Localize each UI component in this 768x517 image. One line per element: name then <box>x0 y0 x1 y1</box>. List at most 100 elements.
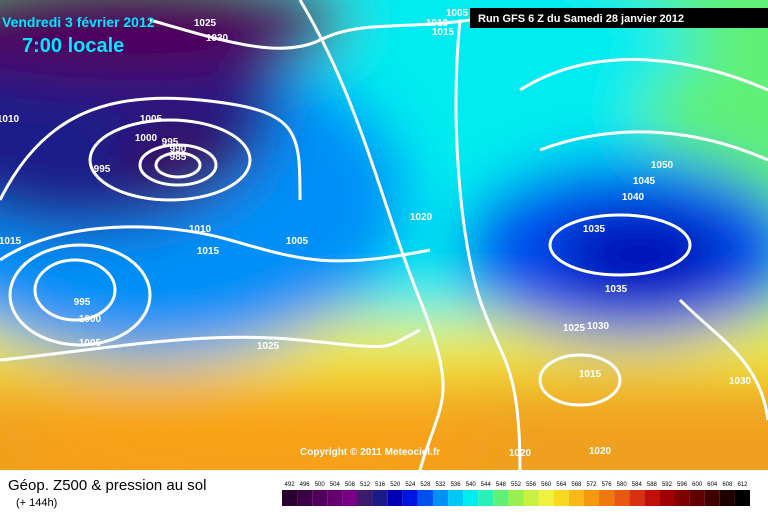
colorbar-swatch <box>463 490 479 506</box>
isobar-label: 1025 <box>563 323 586 334</box>
colorbar-swatch <box>417 490 433 506</box>
colorbar-label: 536 <box>451 482 462 488</box>
isobar-label: 1035 <box>583 224 606 235</box>
isobars <box>0 0 768 470</box>
colorbar-label: 608 <box>722 482 733 488</box>
colorbar-label: 572 <box>586 482 597 488</box>
colorbar-swatch <box>387 490 403 506</box>
isobar-label: 1020 <box>509 448 532 459</box>
colorbar-swatch <box>342 490 358 506</box>
colorbar-swatch <box>719 490 735 506</box>
colorbar-label: 512 <box>360 482 371 488</box>
colorbar-swatch <box>659 490 675 506</box>
colorbar-swatch <box>508 490 524 506</box>
colorbar-swatch <box>357 490 373 506</box>
colorbar-swatch <box>493 490 509 506</box>
isobar-label: 1015 <box>432 27 455 38</box>
colorbar-label: 568 <box>571 482 582 488</box>
colorbar-label: 576 <box>602 482 613 488</box>
colorbar-swatch <box>614 490 630 506</box>
colorbar-label: 528 <box>420 482 431 488</box>
isobar-label: 1010 <box>0 114 20 125</box>
colorbar-swatch <box>734 490 750 506</box>
isobar-label: 1020 <box>410 212 433 223</box>
colorbar-label: 612 <box>737 482 748 488</box>
colorbar-label: 552 <box>511 482 522 488</box>
isobar-label: 1030 <box>206 33 229 44</box>
isobar-label: 1010 <box>189 224 212 235</box>
isobar-label: 1005 <box>79 338 102 349</box>
isobar-label: 1020 <box>589 446 612 457</box>
isobar-label: 985 <box>170 152 187 163</box>
isobar-label: 1050 <box>651 160 674 171</box>
colorbar: 492 496 500 504 508 512 516 520 524 528 532 536 540 5… <box>282 482 750 506</box>
colorbar-label: 584 <box>632 482 643 488</box>
isobar-label: 1015 <box>579 369 602 380</box>
colorbar-label: 560 <box>541 482 552 488</box>
colorbar-swatch <box>327 490 343 506</box>
colorbar-swatch <box>402 490 418 506</box>
isobar-label: 995 <box>74 297 91 308</box>
isobar-label: 1030 <box>587 321 610 332</box>
colorbar-label: 556 <box>526 482 537 488</box>
footer-lead: (+ 144h) <box>16 497 57 509</box>
colorbar-label: 580 <box>617 482 628 488</box>
isobar-label: 1005 <box>286 236 309 247</box>
colorbar-swatch <box>372 490 388 506</box>
colorbar-label: 544 <box>481 482 492 488</box>
colorbar-swatch <box>674 490 690 506</box>
run-bar <box>470 8 768 28</box>
colorbar-label: 564 <box>556 482 567 488</box>
run-label: Run GFS 6 Z du Samedi 28 janvier 2012 <box>478 13 684 25</box>
isobar-label: 1025 <box>257 341 280 352</box>
isobar-labels: 1025103010051010101510101005100099599098… <box>0 8 752 459</box>
isobar-label: 1015 <box>197 246 220 257</box>
isobar-label: 1045 <box>633 176 656 187</box>
colorbar-swatch <box>553 490 569 506</box>
colorbar-swatch <box>629 490 645 506</box>
colorbar-swatch <box>312 490 328 506</box>
isobar-label: 995 <box>94 164 111 175</box>
isobar-label: 1015 <box>0 236 22 247</box>
colorbar-label: 520 <box>390 482 401 488</box>
colorbar-label: 592 <box>662 482 673 488</box>
colorbar-label: 516 <box>375 482 386 488</box>
colorbar-swatch <box>538 490 554 506</box>
colorbar-label: 588 <box>647 482 658 488</box>
colorbar-label: 548 <box>496 482 507 488</box>
colorbar-swatch <box>689 490 705 506</box>
isobar-label: 1005 <box>446 8 469 19</box>
colorbar-swatch <box>448 490 464 506</box>
isobar-label: 1030 <box>729 376 752 387</box>
colorbar-label: 596 <box>677 482 688 488</box>
isobar-label: 1010 <box>426 18 449 29</box>
colorbar-swatch <box>523 490 539 506</box>
colorbar-swatch <box>644 490 660 506</box>
colorbar-label: 508 <box>345 482 356 488</box>
isobar-label: 1040 <box>622 192 645 203</box>
colorbar-swatch <box>568 490 584 506</box>
field <box>0 0 768 470</box>
colorbar-label: 540 <box>466 482 477 488</box>
colorbar-label: 496 <box>300 482 311 488</box>
copyright: Copyright © 2011 Meteociel.fr <box>300 447 440 458</box>
colorbar-swatch <box>432 490 449 506</box>
colorbar-label: 500 <box>315 482 326 488</box>
isobar-label: 990 <box>170 144 187 155</box>
colorbar-swatch <box>704 490 720 506</box>
isobar-label: 1000 <box>79 314 102 325</box>
footer-title: Géop. Z500 & pression au sol <box>8 477 206 494</box>
isobar-label: 1000 <box>135 133 158 144</box>
isobar-label: 1025 <box>194 18 217 29</box>
isobar-label: 1035 <box>605 284 628 295</box>
colorbar-swatch <box>583 490 600 506</box>
colorbar-swatch <box>599 490 615 506</box>
colorbar-label: 504 <box>330 482 341 488</box>
colorbar-swatch <box>282 490 298 506</box>
colorbar-label: 600 <box>692 482 703 488</box>
date: Vendredi 3 février 2012 <box>2 14 155 30</box>
isobar-label: 995 <box>162 137 179 148</box>
colorbar-label: 492 <box>285 482 296 488</box>
